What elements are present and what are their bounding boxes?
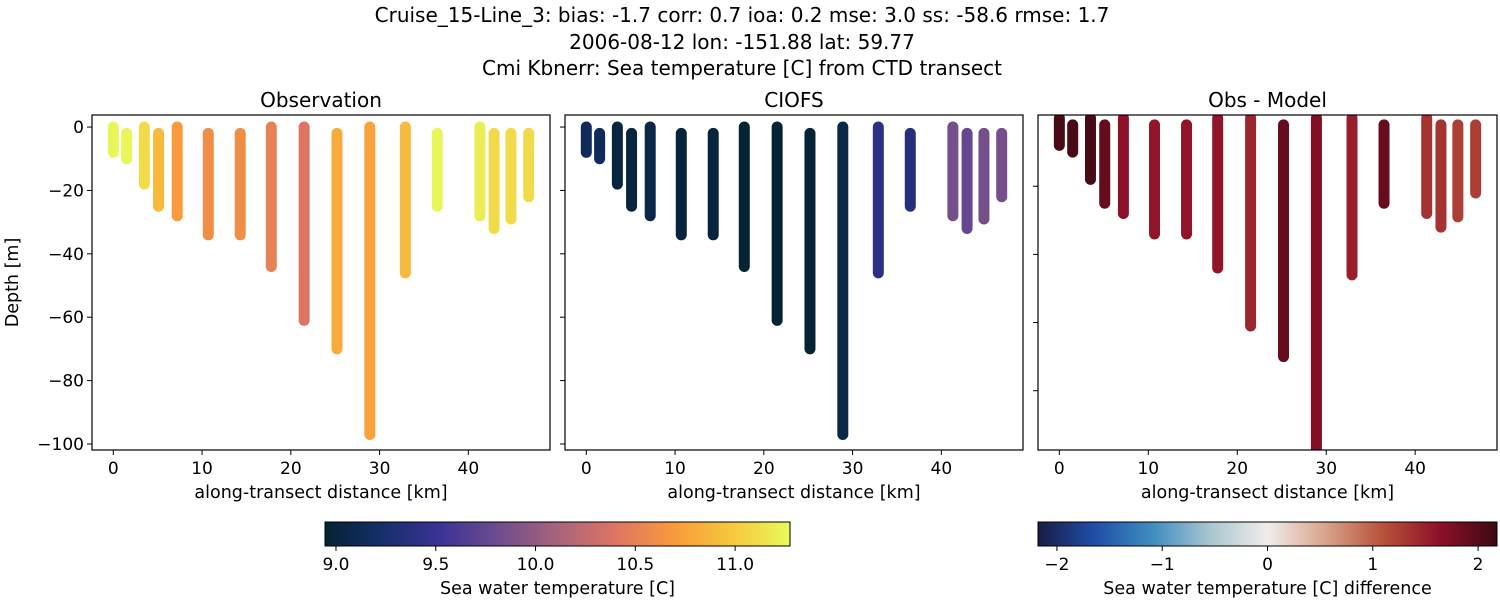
panel-1: Observation along-transect distance [km] 0…: [3, 88, 551, 503]
x-tick-label: 0: [1054, 459, 1065, 479]
x-tick-label: 10: [664, 459, 686, 479]
colorbar-tick-label: 11.0: [716, 555, 754, 575]
x-tick-label: 0: [581, 459, 592, 479]
x-tick-label: 10: [191, 459, 213, 479]
cast-marks: [580, 121, 1008, 440]
x-tick-label: 40: [458, 459, 480, 479]
y-tick-label: −40: [48, 245, 84, 265]
axes-frame: [564, 114, 1024, 451]
panel-title: CIOFS: [764, 88, 823, 112]
panel-2: CIOFS along-transect distance [km] 0 10 20 30…: [560, 88, 1024, 503]
title-line-2: 2006-08-12 lon: -151.88 lat: 59.77: [569, 30, 915, 54]
panel-title: Obs - Model: [1208, 88, 1327, 112]
colorbar-tick-label: 0: [1262, 555, 1273, 575]
x-tick-label: 20: [1226, 459, 1248, 479]
colorbar-label: Sea water temperature [C]: [440, 579, 675, 599]
cast-marks: [107, 121, 535, 440]
axes-frame: [91, 114, 551, 451]
panel-3: Obs - Model along-transect distance [km] 0…: [1033, 88, 1498, 503]
x-axis-label: along-transect distance [km]: [667, 483, 920, 503]
colorbar-tick-label: 2: [1473, 555, 1484, 575]
colorbar-tick-label: 10.0: [517, 555, 555, 575]
colorbar-2: −2 −1 0 1 2 Sea water temperature [C] differe…: [1037, 521, 1498, 599]
colorbar-bar: [1037, 521, 1498, 547]
x-tick-label: 20: [753, 459, 775, 479]
y-tick-label: −80: [48, 372, 84, 392]
colorbar-tick-label: 10.5: [616, 555, 654, 575]
colorbar-tick-label: 1: [1367, 555, 1378, 575]
x-tick-label: 30: [369, 459, 391, 479]
y-tick-label: −100: [37, 435, 84, 455]
y-tick-label: −20: [48, 181, 84, 201]
x-tick-label: 0: [108, 459, 119, 479]
title-line-3: Cmi Kbnerr: Sea temperature [C] from CTD…: [482, 56, 1002, 80]
panel-title: Observation: [260, 88, 382, 112]
axes-frame: [1037, 114, 1498, 451]
x-tick-label: 10: [1137, 459, 1159, 479]
colorbar-tick-label: −1: [1150, 555, 1175, 575]
cast-marks: [1053, 115, 1482, 450]
y-tick-label: 0: [73, 118, 84, 138]
colorbar-bar: [324, 521, 791, 547]
x-tick-label: 20: [280, 459, 302, 479]
colorbar-tick-label: 9.5: [422, 555, 449, 575]
colorbar-tick-label: −2: [1044, 555, 1069, 575]
y-tick-label: −60: [48, 308, 84, 328]
y-axis-label: Depth [m]: [3, 238, 23, 328]
x-tick-label: 30: [1315, 459, 1337, 479]
colorbar-tick-label: 9.0: [322, 555, 349, 575]
x-axis-label: along-transect distance [km]: [1141, 483, 1394, 503]
colorbar-1: 9.0 9.5 10.0 10.5 11.0 Sea water temperature …: [322, 521, 791, 599]
colorbar-label: Sea water temperature [C] difference: [1103, 579, 1431, 599]
x-tick-label: 40: [1404, 459, 1426, 479]
title-line-1: Cruise_15-Line_3: bias: -1.7 corr: 0.7 i…: [375, 3, 1110, 27]
x-tick-label: 30: [842, 459, 864, 479]
x-axis-label: along-transect distance [km]: [194, 483, 447, 503]
x-tick-label: 40: [931, 459, 953, 479]
